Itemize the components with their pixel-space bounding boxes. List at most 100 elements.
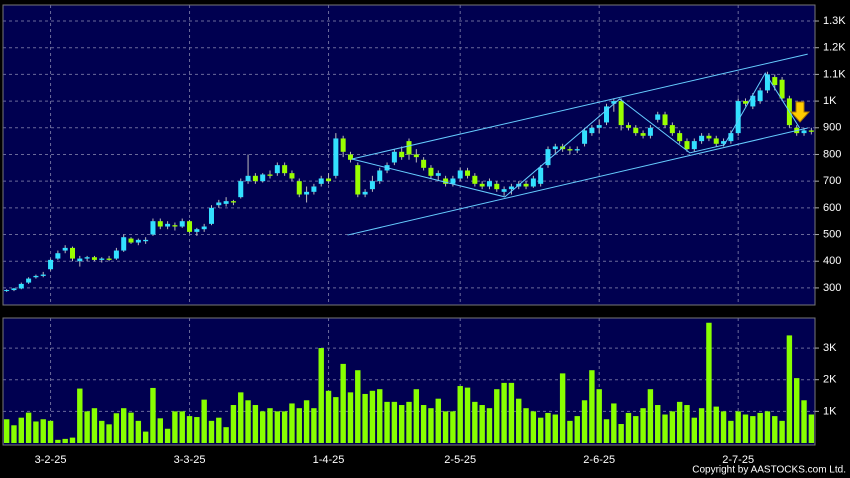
y-tick-label: 700 (823, 175, 841, 187)
candle-body (91, 257, 97, 260)
volume-bar (106, 424, 112, 443)
plot-layer: 300 400 500 600 700 800 900 1K 1.1K 1.2K 1.3K 1K 2K 3… (3, 5, 846, 466)
candle-body (289, 173, 295, 179)
candle-body (106, 258, 112, 260)
candle-body (143, 239, 149, 242)
candle-body (669, 125, 675, 134)
volume-bar (779, 420, 785, 443)
candle-body (267, 174, 273, 176)
volume-bar (698, 408, 705, 443)
volume-bar (486, 408, 493, 443)
volume-bar (516, 398, 522, 443)
volume-bar (311, 408, 317, 443)
volume-bar (742, 414, 749, 443)
candle-body (18, 283, 24, 289)
candle-body (135, 239, 141, 243)
volume-bar (238, 392, 244, 443)
candle-body (728, 133, 734, 142)
candle-body (589, 127, 595, 134)
volume-bar (84, 411, 90, 443)
candle-body (121, 237, 127, 251)
volume-bar (435, 398, 441, 443)
candle-body (808, 130, 814, 132)
candle-body (582, 130, 588, 144)
volume-bar (3, 419, 10, 443)
candle-body (743, 101, 749, 104)
candle-body (721, 141, 727, 144)
volume-bar (150, 387, 156, 443)
candle-body (713, 138, 719, 144)
y-tick-label: 1.1K (823, 68, 846, 80)
candle-body (494, 183, 500, 190)
x-tick-label: 2-7-25 (722, 454, 754, 466)
candle-body (479, 183, 485, 187)
volume-bar (391, 401, 398, 443)
volume-bar (428, 408, 434, 443)
volume-bar (40, 419, 46, 443)
arrow-marker (789, 101, 811, 123)
candle-body (699, 135, 705, 142)
volume-bar (684, 405, 690, 443)
volume-bar (794, 378, 800, 443)
candle-body (662, 114, 668, 126)
volume-bar (596, 389, 602, 443)
volume-bar (121, 408, 127, 443)
candle-body (69, 247, 75, 259)
volume-bar (523, 408, 529, 443)
volume-bar (676, 401, 683, 443)
volume-bar (691, 417, 697, 443)
candle-body (165, 223, 171, 227)
candle-body (355, 165, 361, 195)
candle-body (523, 183, 529, 187)
candle-body (443, 178, 449, 184)
candle-body (764, 74, 770, 91)
y-tick-label: 3K (823, 342, 837, 354)
candle-body (55, 253, 61, 259)
candle-body (486, 181, 492, 187)
volume-bar (296, 408, 302, 443)
x-tick-label: 2-6-25 (583, 454, 615, 466)
volume-bar (113, 413, 120, 443)
candle-body (208, 207, 214, 224)
candle-body (84, 257, 90, 259)
candle-body (421, 159, 427, 168)
volume-bar (186, 416, 193, 443)
volume-bar (479, 405, 485, 443)
volume-bar (18, 417, 24, 443)
volume-bar (245, 400, 251, 443)
candle-body (779, 79, 785, 99)
candle-body (326, 178, 332, 182)
volume-bar (142, 431, 149, 443)
volume-bar (801, 400, 807, 443)
volume-bar (179, 411, 185, 443)
volume-bar (62, 438, 68, 443)
x-tick-label: 1-4-25 (313, 454, 345, 466)
y-tick-label: 800 (823, 148, 841, 160)
trend-line (351, 72, 801, 198)
candle-body (113, 250, 119, 259)
candle-body (618, 101, 624, 126)
y-tick-label: 600 (823, 202, 841, 214)
volume-bar (77, 388, 83, 443)
y-tick-label: 500 (823, 228, 841, 240)
candle-body (40, 274, 46, 276)
candle-body (311, 186, 317, 192)
volume-bar (303, 400, 310, 443)
candle-body (187, 221, 193, 232)
x-tick-label: 3-2-25 (35, 454, 67, 466)
candle-body (245, 175, 251, 182)
candle-body (260, 174, 266, 182)
candle-body (150, 221, 156, 235)
volume-bar (369, 390, 376, 443)
candle-body (691, 141, 697, 150)
candle-body (406, 141, 412, 155)
volume-bar (633, 416, 639, 443)
candle-body (640, 133, 646, 136)
candle-body (362, 191, 368, 195)
candle-body (340, 138, 346, 152)
volume-bar (347, 392, 354, 443)
candle-body (296, 181, 302, 195)
volume-bar (99, 420, 105, 443)
volume-bar (47, 420, 54, 443)
